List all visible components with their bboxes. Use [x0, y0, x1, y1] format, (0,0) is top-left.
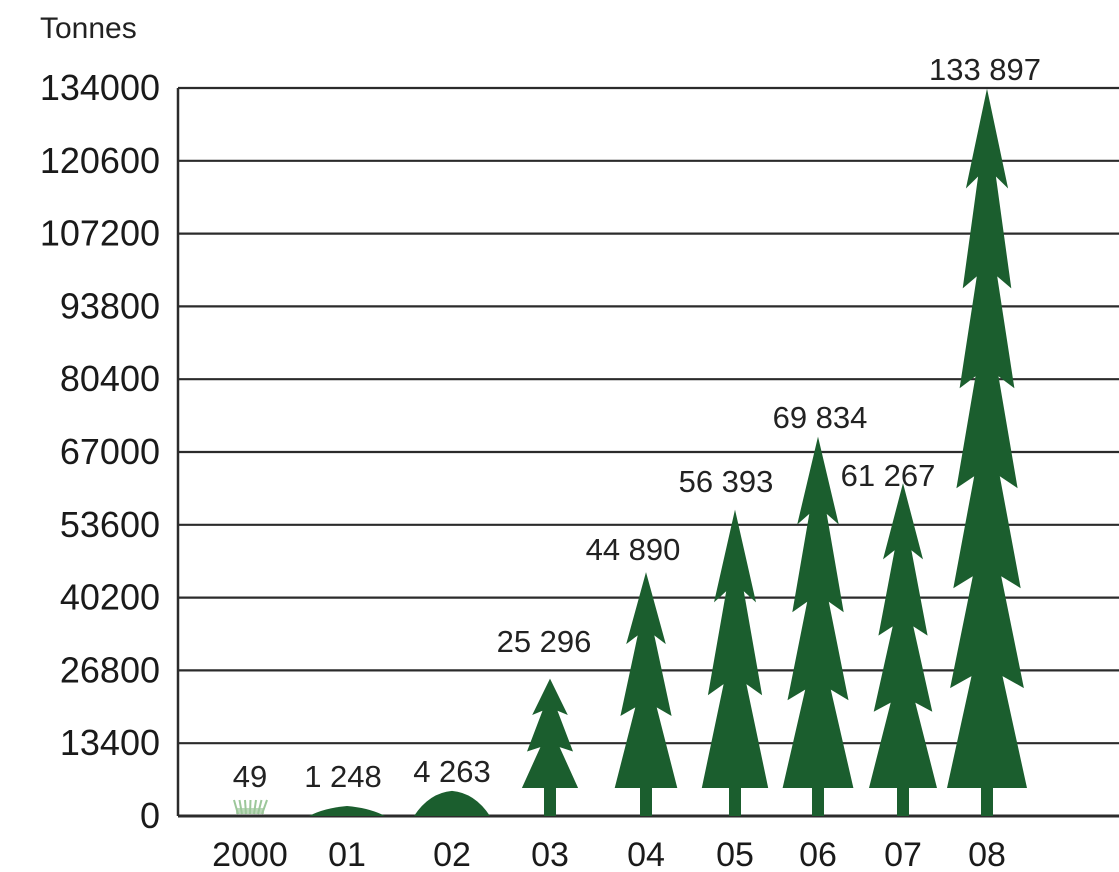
x-tick-label: 2000: [212, 836, 288, 872]
y-tick-label: 13400: [60, 722, 160, 763]
data-label: 61 267: [841, 458, 936, 493]
tree-trunk: [729, 782, 741, 816]
tree-crown: [521, 678, 579, 788]
tree-crown: [869, 483, 937, 788]
y-axis-unit-label: Tonnes: [40, 12, 137, 45]
x-tick-label: 02: [433, 836, 471, 872]
y-tick-label: 0: [140, 795, 160, 836]
tree-trunk: [812, 782, 824, 816]
sapling-mound: [309, 806, 385, 816]
x-tick-label: 03: [531, 836, 569, 872]
seedling-base: [236, 808, 264, 814]
x-axis-labels: 2000 01 02 03 04 05 06 07 08: [212, 836, 1006, 872]
data-label: 69 834: [773, 400, 868, 435]
tree-mark-07: [869, 483, 937, 816]
tree-crown: [782, 436, 854, 788]
x-tick-label: 08: [968, 836, 1006, 872]
tree-trunk: [640, 782, 652, 816]
tree-mark-06: [782, 436, 854, 816]
data-label: 4 263: [413, 754, 491, 789]
x-tick-label: 07: [884, 836, 922, 872]
y-tick-label: 107200: [40, 213, 160, 254]
y-tick-label: 80400: [60, 358, 160, 399]
tree-mark-01: [309, 806, 385, 816]
tree-crown: [947, 88, 1027, 789]
data-label: 44 890: [586, 532, 681, 567]
tree-crown: [614, 572, 678, 788]
x-tick-label: 06: [799, 836, 837, 872]
tree-mark-03: [521, 678, 579, 816]
tree-marks: [233, 88, 1027, 816]
y-tick-label: 40200: [60, 577, 160, 618]
gridlines: [176, 86, 1119, 818]
x-tick-label: 05: [716, 836, 754, 872]
tree-trunk: [897, 782, 909, 816]
tree-crown: [701, 509, 769, 788]
y-tick-label: 53600: [60, 504, 160, 545]
data-label: 133 897: [929, 52, 1041, 87]
y-tick-label: 120600: [40, 140, 160, 181]
tree-mark-02: [414, 790, 490, 816]
y-axis-ticks: 0 13400 26800 40200 53600 67000 80400 93800 1072…: [40, 67, 160, 836]
data-labels: 49 1 248 4 263 25 296 44 890 56 393 69 834 61 2…: [233, 52, 1041, 794]
y-tick-label: 67000: [60, 431, 160, 472]
tree-trunk: [981, 782, 993, 816]
y-tick-label: 134000: [40, 67, 160, 108]
data-label: 25 296: [497, 624, 592, 659]
y-tick-label: 93800: [60, 285, 160, 326]
tree-mark-08: [947, 88, 1027, 816]
tree-mark-05: [701, 509, 769, 816]
tree-mark-2000: [233, 799, 268, 815]
sapling-mound: [414, 790, 490, 816]
data-label: 1 248: [304, 759, 382, 794]
tree-trunk: [544, 782, 556, 816]
tree-mark-04: [614, 572, 678, 816]
x-tick-label: 01: [328, 836, 366, 872]
x-tick-label: 04: [627, 836, 665, 872]
data-label: 49: [233, 759, 267, 794]
data-label: 56 393: [679, 464, 774, 499]
y-tick-label: 26800: [60, 649, 160, 690]
